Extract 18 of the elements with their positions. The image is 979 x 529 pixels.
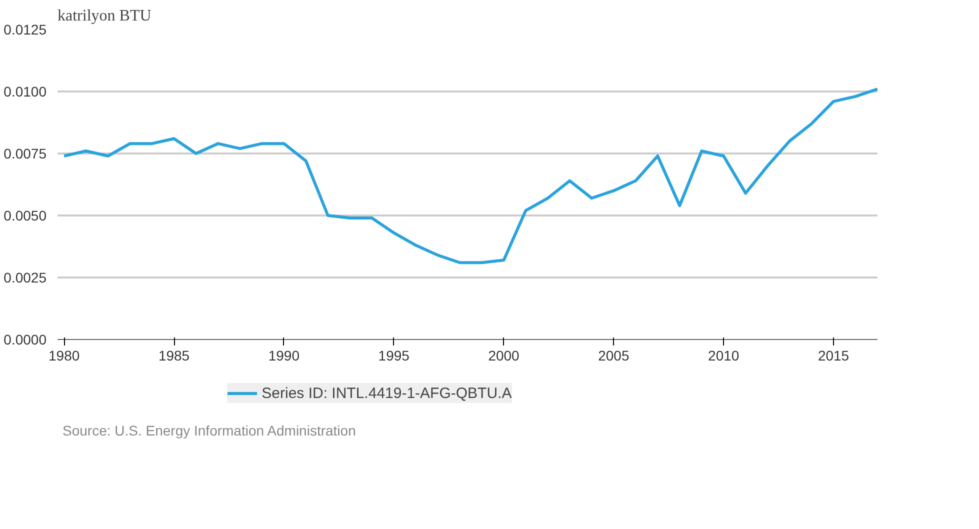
y-axis-title: katrilyon BTU	[58, 8, 152, 24]
source-note: Source: U.S. Energy Information Administration	[62, 422, 356, 438]
x-tick-label: 2015	[818, 348, 850, 364]
y-tick-label: 0.0025	[4, 270, 47, 286]
x-tick-label: 1990	[268, 348, 300, 364]
x-tick-label: 1985	[158, 348, 190, 364]
y-tick-label: 0.0075	[4, 146, 47, 162]
x-tick-label: 2000	[488, 348, 520, 364]
y-tick-label: 0.0000	[4, 332, 47, 348]
legend-label: Series ID: INTL.4419-1-AFG-QBTU.A	[262, 384, 512, 402]
y-tick-label: 0.0050	[4, 208, 47, 224]
y-tick-label: 0.0125	[4, 22, 47, 38]
x-tick-label: 1980	[48, 348, 80, 364]
line-series	[62, 88, 878, 264]
y-tick-label: 0.0100	[4, 84, 47, 100]
x-tick-label: 2010	[708, 348, 740, 364]
x-tick-label: 2005	[598, 348, 630, 364]
x-tick-label: 1995	[378, 348, 410, 364]
